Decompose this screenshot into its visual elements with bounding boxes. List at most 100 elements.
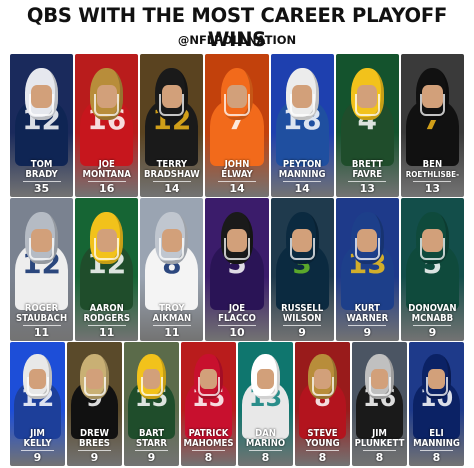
- facemask-icon: [419, 238, 446, 261]
- qb-last-name: ROETHLISBE-: [405, 170, 460, 179]
- qb-last-name: MANNING: [413, 438, 460, 449]
- facemask-icon: [159, 94, 185, 117]
- qb-first-name: DREW: [80, 428, 109, 439]
- qb-name: BART STARR: [124, 429, 179, 449]
- divider: [152, 181, 191, 182]
- qb-last-name: PLUNKETT: [354, 438, 405, 449]
- playoff-wins-value: 9: [298, 326, 306, 339]
- qb-first-name: JOHN: [224, 159, 250, 170]
- facemask-icon: [311, 376, 334, 397]
- facemask-icon: [254, 376, 277, 397]
- divider: [413, 181, 452, 182]
- facemask-icon: [140, 376, 163, 397]
- playoff-wins-value: 9: [90, 451, 99, 464]
- face-shape: [31, 229, 52, 253]
- divider: [152, 325, 191, 326]
- qb-first-name: JIM: [372, 428, 387, 439]
- facemask-icon: [224, 94, 250, 117]
- divider: [363, 450, 396, 451]
- facemask-icon: [354, 94, 380, 117]
- qb-last-name: ELWAY: [221, 169, 253, 180]
- qb-card: 18PEYTONMANNING14: [270, 54, 334, 197]
- qb-name: TERRY BRADSHAW: [140, 160, 203, 180]
- qb-last-name: BREES: [79, 438, 110, 449]
- qb-card: 13KURTWARNER9: [335, 198, 399, 341]
- qb-card: 8TROYAIKMAN11: [140, 198, 204, 341]
- divider: [306, 450, 339, 451]
- playoff-wins-value: 8: [375, 451, 384, 464]
- qb-first-name: ROGER: [24, 303, 59, 314]
- playoff-wins-value: 8: [318, 451, 327, 464]
- qb-card: 12TOMBRADY35: [10, 54, 74, 197]
- qb-name: PEYTON MANNING: [271, 160, 334, 180]
- qb-name: PATRICK MAHOMES: [181, 429, 236, 449]
- face-shape: [85, 369, 104, 390]
- facemask-icon: [83, 376, 106, 397]
- face-shape: [292, 229, 313, 253]
- qb-first-name: AARON: [89, 303, 124, 314]
- divider: [78, 450, 111, 451]
- playoff-wins-value: 9: [147, 451, 156, 464]
- qb-name: ROGER STAUBACH: [10, 304, 73, 324]
- qb-first-name: BRETT: [351, 159, 383, 170]
- playoff-wins-value: 14: [294, 182, 310, 195]
- playoff-wins-value: 8: [204, 451, 213, 464]
- divider: [22, 181, 61, 182]
- qb-name: STEVE YOUNG: [295, 429, 350, 449]
- facemask-icon: [159, 238, 185, 261]
- qb-last-name: MARINO: [245, 438, 286, 449]
- face-shape: [313, 369, 332, 390]
- qb-name: DONOVAN MCNABB: [401, 304, 464, 324]
- facemask-icon: [354, 238, 380, 261]
- qb-last-name: FLACCO: [218, 313, 256, 324]
- facemask-icon: [419, 94, 446, 117]
- qb-last-name: MANNING: [278, 169, 326, 180]
- qb-first-name: PATRICK: [188, 428, 229, 439]
- face-shape: [96, 229, 117, 253]
- qb-last-name: KELLY: [23, 438, 52, 449]
- playoff-wins-value: 9: [33, 451, 42, 464]
- divider: [22, 325, 61, 326]
- qb-first-name: TERRY: [156, 159, 188, 170]
- divider: [249, 450, 282, 451]
- facemask-icon: [28, 238, 55, 261]
- facemask-icon: [94, 94, 120, 117]
- facemask-icon: [289, 94, 315, 117]
- face-shape: [292, 85, 313, 109]
- divider: [413, 325, 452, 326]
- playoff-wins-value: 10: [229, 326, 245, 339]
- qb-last-name: YOUNG: [305, 438, 340, 449]
- qb-name: AARON RODGERS: [75, 304, 138, 324]
- qb-last-name: STARR: [135, 438, 168, 449]
- facemask-icon: [94, 238, 120, 261]
- face-shape: [422, 229, 443, 253]
- face-shape: [226, 229, 248, 253]
- qb-card: 7BENROETHLISBE-13: [400, 54, 464, 197]
- facemask-icon: [289, 238, 315, 261]
- qb-last-name: BRADSHAW: [143, 169, 200, 180]
- qb-name: JIM KELLY: [10, 429, 65, 449]
- playoff-wins-value: 13: [359, 182, 375, 195]
- divider: [420, 450, 453, 451]
- qb-first-name: JOE: [98, 159, 115, 170]
- qb-name: DAN MARINO: [238, 429, 293, 449]
- qb-last-name: STAUBACH: [16, 313, 68, 324]
- qb-last-name: MCNABB: [411, 313, 454, 324]
- face-shape: [370, 369, 389, 390]
- qb-first-name: JIM: [30, 428, 45, 439]
- divider: [348, 325, 387, 326]
- qb-first-name: TOM: [30, 159, 53, 170]
- divider: [87, 181, 126, 182]
- qb-card: 15PATRICKMAHOMES8: [181, 342, 236, 466]
- playoff-wins-value: 8: [261, 451, 270, 464]
- qb-first-name: BART: [138, 428, 165, 439]
- qb-name: BRETT FAVRE: [336, 160, 399, 180]
- qb-last-name: BRADY: [25, 169, 58, 180]
- divider: [283, 181, 322, 182]
- face-shape: [31, 85, 52, 109]
- qb-name: KURT WARNER: [336, 304, 399, 324]
